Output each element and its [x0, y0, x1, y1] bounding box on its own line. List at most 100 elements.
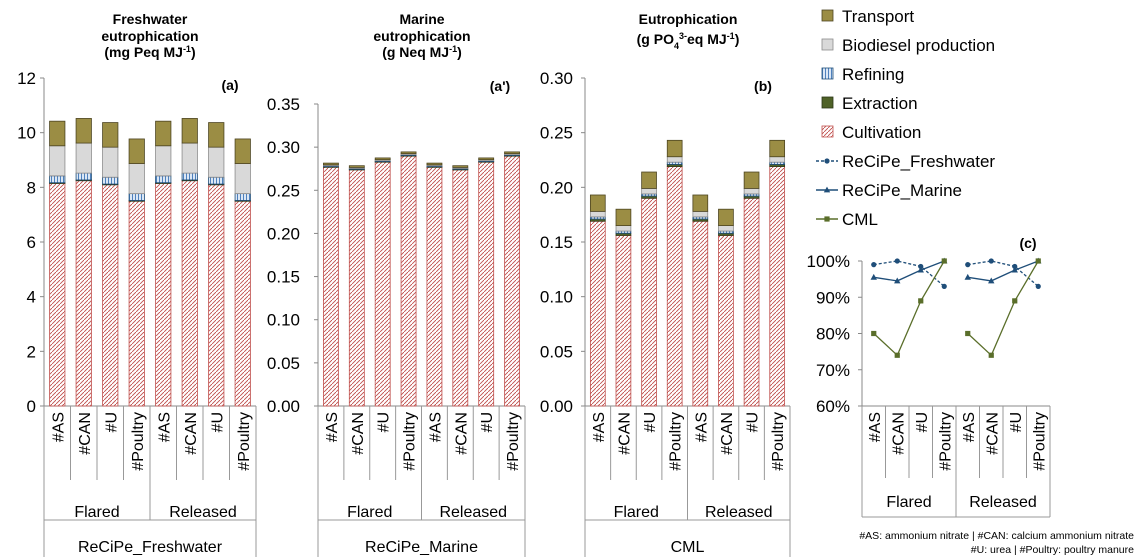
legend-label: Biodiesel production [842, 36, 995, 55]
point-recipe_marine [917, 266, 924, 273]
y-tick-label: 0.10 [267, 311, 300, 330]
point-recipe_fresh [941, 283, 947, 289]
category-label: #AS [591, 412, 608, 442]
category-label: #Poultry [505, 412, 522, 471]
chart-title-line: eutrophication [101, 28, 198, 44]
bar-transport [374, 157, 391, 161]
point-recipe_marine [1011, 266, 1018, 273]
legend-item-cultivation: Cultivation [821, 123, 921, 142]
bar-refining [75, 172, 92, 181]
bar-biodiesel [75, 142, 92, 174]
y-tick-label: 100% [807, 252, 850, 271]
bar-biodiesel [743, 188, 760, 195]
legend-swatch [821, 9, 834, 22]
bar-refining [234, 193, 251, 201]
bar-transport [615, 208, 632, 226]
group-label: Flared [614, 504, 659, 521]
y-tick-label: 0.20 [540, 178, 573, 197]
point-recipe_fresh [871, 262, 877, 268]
bar-transport [348, 165, 365, 168]
bar-transport [589, 194, 606, 212]
category-label: #U [209, 412, 226, 432]
bar-cultivation [208, 184, 225, 407]
y-tick-label: 0.25 [267, 181, 300, 200]
category-label: #Poultry [668, 412, 685, 471]
bar-cultivation [743, 197, 760, 407]
bar-transport [49, 120, 66, 147]
bar-transport [128, 138, 145, 164]
legend-label: Extraction [842, 94, 918, 113]
bar-transport [181, 118, 198, 144]
y-tick-label: 8 [27, 178, 36, 197]
group-label: Released [705, 504, 773, 521]
y-tick-label: 0.10 [540, 288, 573, 307]
category-label: #U [914, 412, 931, 432]
bar-transport [478, 157, 495, 161]
series-line-recipe_marine [873, 260, 945, 282]
bar-transport [718, 208, 734, 226]
y-tick-label: 0.00 [540, 397, 573, 416]
y-tick-label: 80% [816, 325, 850, 344]
legend-item-biodiesel: Biodiesel production [821, 36, 995, 55]
bar-cultivation [769, 166, 786, 407]
legend-label: Transport [842, 7, 914, 26]
bar-biodiesel [769, 156, 786, 163]
bar-cultivation [718, 235, 734, 407]
legend-label: Refining [842, 65, 904, 84]
category-label: #Poultry [1031, 412, 1048, 471]
category-label: #Poultry [770, 412, 787, 471]
category-label: #Poultry [236, 412, 253, 471]
bar-biodiesel [128, 163, 145, 195]
point-cml [894, 352, 900, 358]
legend-swatch [821, 96, 834, 109]
chart-title-line: Eutrophication [639, 11, 738, 27]
footnote: #AS: ammonium nitrate | #CAN: calcium am… [859, 530, 1134, 556]
y-tick-label: 0.05 [540, 342, 573, 361]
chart-title-line: (g Neq MJ-1) [382, 44, 462, 60]
category-label: #CAN [453, 412, 470, 455]
point-cml [941, 258, 947, 264]
bar-cultivation [128, 200, 145, 407]
bar-refining [181, 172, 198, 181]
series-line-recipe_marine [967, 260, 1039, 282]
point-recipe_fresh [988, 258, 994, 264]
bar-transport [75, 118, 92, 144]
point-recipe_fresh [1035, 283, 1041, 289]
category-label: #AS [324, 412, 341, 442]
point-cml [871, 330, 877, 337]
category-label: #AS [427, 412, 444, 442]
y-tick-label: 4 [27, 288, 36, 307]
y-tick-label: 0.00 [267, 397, 300, 416]
bar-cultivation [452, 169, 469, 407]
y-tick-label: 0.15 [540, 233, 573, 252]
group-label: Flared [886, 494, 931, 511]
bar-cultivation [49, 182, 66, 407]
bar-biodiesel [666, 156, 683, 163]
category-label: #AS [867, 412, 884, 442]
bar-biodiesel [718, 225, 734, 232]
category-label: #Poultry [130, 412, 147, 471]
y-tick-label: 0.05 [267, 354, 300, 373]
category-label: #AS [50, 412, 67, 442]
footnote-line: #AS: ammonium nitrate | #CAN: calcium am… [859, 530, 1134, 542]
bar-transport [155, 120, 172, 147]
panel-tag: (b) [754, 78, 772, 94]
group-label: Flared [347, 504, 392, 521]
point-recipe_fresh [894, 258, 900, 264]
y-tick-label: 0.35 [267, 95, 300, 114]
point-recipe_marine [988, 277, 995, 284]
y-tick-label: 70% [816, 361, 850, 380]
bar-cultivation [478, 161, 495, 407]
legend-swatch [821, 67, 834, 80]
y-tick-label: 90% [816, 288, 850, 307]
point-recipe_marine [964, 273, 971, 280]
bar-cultivation [181, 180, 198, 407]
legend: Transport Biodiesel production Refining Ext… [816, 7, 995, 229]
bar-cultivation [589, 220, 606, 407]
x-axis-label: ReCiPe_Marine [365, 539, 478, 556]
legend-marker [824, 158, 830, 164]
legend-item-cml: CML [816, 210, 878, 229]
y-tick-label: 0.30 [267, 138, 300, 157]
category-label: #U [103, 412, 120, 432]
panel-tag: (c) [1019, 235, 1036, 251]
